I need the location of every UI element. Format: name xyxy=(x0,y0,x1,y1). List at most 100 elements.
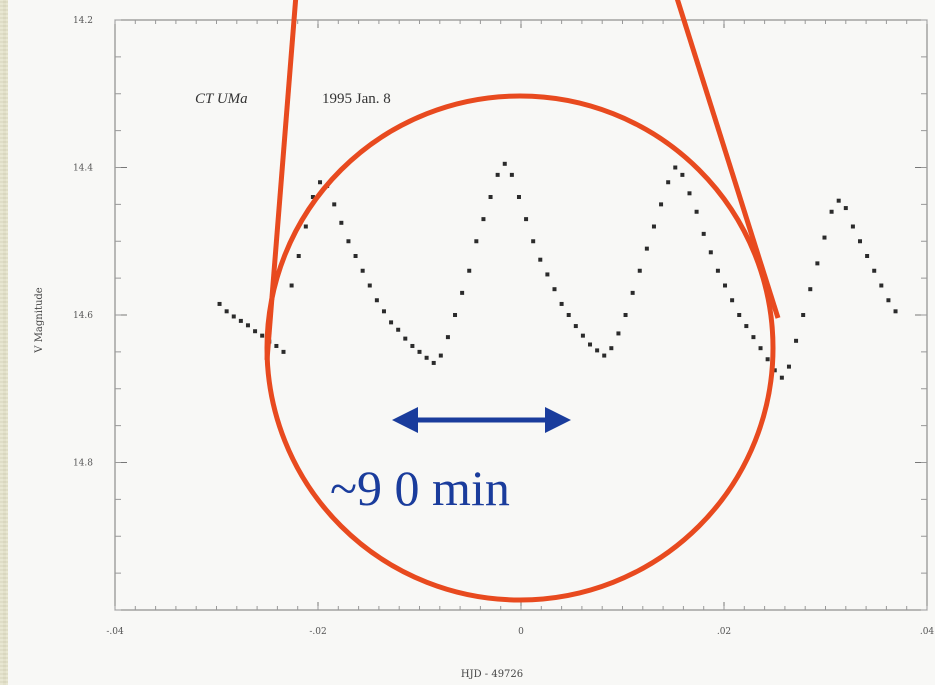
data-point xyxy=(231,314,236,319)
data-point xyxy=(346,239,351,244)
data-point xyxy=(623,313,628,317)
data-point xyxy=(566,313,571,317)
data-point xyxy=(595,348,600,353)
data-point xyxy=(245,323,250,328)
data-point xyxy=(403,336,408,341)
data-point xyxy=(410,343,415,348)
data-point xyxy=(801,313,806,317)
data-point xyxy=(538,257,543,262)
y-tick-label: 14.4 xyxy=(73,164,93,174)
data-point xyxy=(374,298,379,303)
data-point xyxy=(573,324,578,329)
data-point xyxy=(694,209,699,214)
data-point xyxy=(843,206,848,211)
data-point xyxy=(850,224,855,229)
data-point xyxy=(310,195,315,199)
x-tick-label: 0 xyxy=(518,627,524,637)
data-point xyxy=(339,220,344,225)
data-point xyxy=(651,224,656,229)
x-axis-ticks: -.04 -.02 0 .02 .04 xyxy=(106,20,934,637)
figure-panel xyxy=(8,0,935,685)
data-point xyxy=(509,172,514,177)
data-point xyxy=(303,224,308,229)
data-point xyxy=(417,349,422,354)
data-point xyxy=(588,342,593,347)
data-point xyxy=(545,272,550,277)
data-point xyxy=(893,309,898,314)
data-point xyxy=(701,231,706,236)
data-point xyxy=(865,254,870,258)
y-axis-ticks: 14.2 14.4 14.6 14.8 xyxy=(73,16,927,611)
x-tick-label: -.02 xyxy=(309,627,326,637)
data-point xyxy=(524,217,529,222)
data-points xyxy=(217,161,898,380)
data-point xyxy=(381,309,386,314)
data-point xyxy=(253,329,258,334)
data-point xyxy=(808,287,813,292)
data-point xyxy=(474,239,479,244)
data-point xyxy=(460,290,465,295)
data-point xyxy=(836,198,841,203)
data-point xyxy=(829,209,834,214)
data-point xyxy=(794,338,799,343)
data-point xyxy=(730,298,735,303)
data-point xyxy=(602,353,607,358)
data-point xyxy=(609,346,614,351)
data-point xyxy=(274,343,279,348)
data-point xyxy=(332,202,337,207)
data-point xyxy=(815,261,820,266)
x-tick-label: .02 xyxy=(717,627,731,637)
data-point xyxy=(758,346,763,351)
data-point xyxy=(431,360,436,365)
data-point xyxy=(318,180,323,185)
data-point xyxy=(289,283,294,288)
data-point xyxy=(481,217,486,222)
y-tick-label: 14.6 xyxy=(73,311,93,321)
data-point xyxy=(765,357,770,362)
data-point xyxy=(467,268,472,273)
data-point xyxy=(687,191,692,196)
data-point xyxy=(424,355,429,360)
data-point xyxy=(751,335,756,340)
data-point xyxy=(296,254,301,258)
data-point xyxy=(488,195,493,199)
y-tick-label: 14.8 xyxy=(73,459,93,469)
data-point xyxy=(786,364,791,369)
data-point xyxy=(779,375,784,380)
data-point xyxy=(822,235,827,240)
data-point xyxy=(637,268,642,273)
data-point xyxy=(715,268,720,273)
period-arrow xyxy=(392,407,571,433)
data-point xyxy=(453,313,458,317)
data-point xyxy=(723,283,728,288)
data-point xyxy=(260,333,265,338)
data-point xyxy=(580,333,585,338)
data-point xyxy=(659,202,664,207)
data-point xyxy=(224,309,229,314)
data-point xyxy=(744,324,749,329)
plot-title-object: CT UMa xyxy=(195,91,248,107)
data-point xyxy=(630,290,635,295)
y-axis-title: V Magnitude xyxy=(34,287,45,354)
data-point xyxy=(353,254,358,258)
data-point xyxy=(360,268,365,273)
y-tick-label: 14.2 xyxy=(73,16,93,26)
data-point xyxy=(516,195,521,199)
data-point xyxy=(616,331,621,336)
x-tick-label: -.04 xyxy=(106,627,124,637)
data-point xyxy=(445,335,450,340)
data-point xyxy=(666,180,671,185)
data-point xyxy=(879,283,884,288)
light-curve-chart: -.04 -.02 0.02.04 14.214.414.614.8 CT UMa … xyxy=(34,16,934,680)
data-point xyxy=(389,320,394,325)
data-point xyxy=(217,301,222,306)
data-point xyxy=(495,172,500,177)
data-point xyxy=(531,239,536,244)
data-point xyxy=(737,313,742,317)
data-point xyxy=(772,368,777,373)
data-point xyxy=(367,283,372,288)
data-point xyxy=(708,250,713,255)
data-point xyxy=(238,318,243,323)
data-point xyxy=(502,161,507,166)
